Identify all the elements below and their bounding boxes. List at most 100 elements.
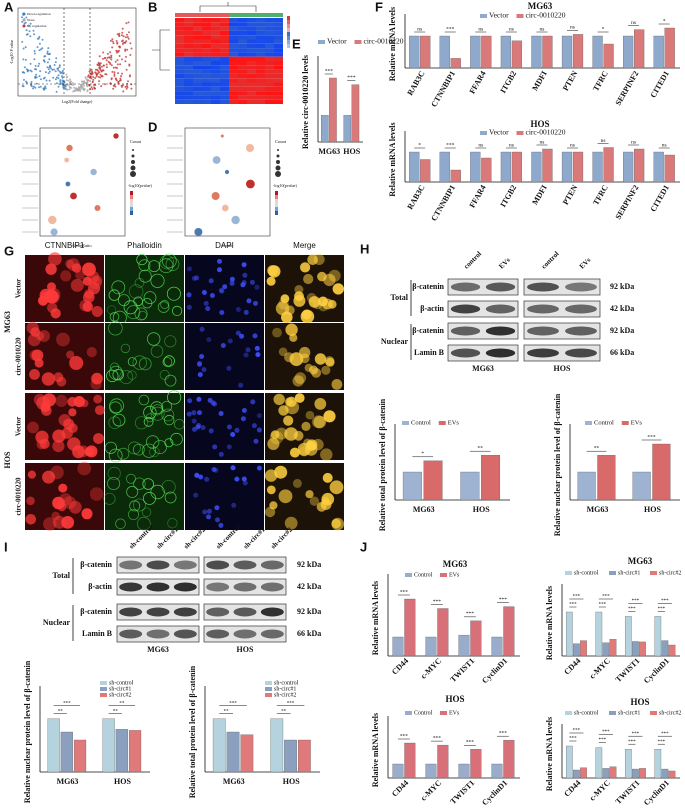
- heatmap-cell: [211, 35, 220, 40]
- legend-swatch: [650, 711, 657, 715]
- volcano-point: [86, 78, 89, 81]
- y-axis-label: Relative mRNA levels: [371, 581, 380, 655]
- significance-label: *: [663, 18, 666, 24]
- legend-swatch: [516, 131, 524, 135]
- cell: [136, 254, 148, 266]
- significance-label: ***: [287, 701, 295, 706]
- heatmap-cell: [229, 78, 238, 83]
- cell: [220, 343, 226, 348]
- heatmap-cell: [202, 65, 211, 70]
- blot-band: [565, 326, 597, 336]
- cell: [219, 288, 225, 294]
- cell: [328, 269, 341, 282]
- blot-band: [206, 607, 230, 617]
- legend-swatch: [650, 571, 657, 575]
- cell: [163, 355, 175, 367]
- heatmap-cell: [229, 43, 238, 49]
- volcano-point: [121, 31, 124, 34]
- bar: [561, 35, 573, 69]
- heatmap-scale: [287, 36, 290, 40]
- legend-swatch: [585, 421, 592, 425]
- blot-band: [260, 582, 284, 592]
- heatmap-cell: [175, 26, 184, 31]
- cell: [172, 305, 183, 316]
- heatmap-cell: [256, 52, 265, 57]
- micrograph: [185, 323, 264, 390]
- cell: [52, 496, 65, 510]
- volcano-point: [102, 51, 105, 54]
- volcano-point: [24, 46, 27, 49]
- x-tick-label: HOS: [644, 505, 661, 514]
- cell: [186, 411, 192, 417]
- bar: [420, 159, 431, 183]
- heatmap-cell: [238, 91, 247, 96]
- heatmap-cell: [175, 61, 184, 66]
- bar: [632, 471, 651, 501]
- legend-label: Vector: [489, 11, 509, 20]
- cell: [165, 257, 180, 272]
- cell: [39, 438, 50, 449]
- significance-label: ***: [569, 737, 577, 742]
- cell: [199, 326, 205, 332]
- volcano-point: [111, 70, 114, 73]
- heatmap-cell: [247, 99, 256, 104]
- cell: [239, 333, 245, 339]
- heatmap-cell: [211, 99, 220, 104]
- bar: [597, 455, 616, 501]
- heatmap-cell: [229, 52, 238, 57]
- size-label: 92 kDa: [610, 326, 634, 335]
- y-axis-label: Relative circ-0010220 levels: [301, 55, 310, 149]
- cell: [217, 258, 222, 264]
- cell: [294, 372, 307, 384]
- heatmap-cell: [229, 95, 238, 100]
- significance-label: ***: [573, 595, 581, 600]
- x-tick-label: CD44: [390, 656, 410, 676]
- cell: [275, 427, 288, 440]
- heatmap-cell: [238, 86, 247, 92]
- cell: [218, 411, 224, 416]
- heatmap-cell: [202, 73, 211, 79]
- protein-label: β-actin: [88, 582, 112, 591]
- cell: [159, 369, 170, 380]
- blot-band: [527, 326, 559, 336]
- volcano-point: [125, 55, 127, 58]
- cell: [68, 408, 77, 417]
- heatmap-group: [229, 13, 283, 17]
- significance-label: ns: [540, 139, 545, 145]
- legend-label: sh-control: [109, 680, 134, 686]
- cell: [48, 291, 60, 304]
- blot-band: [485, 282, 516, 292]
- cell: [167, 390, 182, 405]
- size-legend-dot: [131, 154, 135, 158]
- bar: [603, 147, 614, 183]
- cell: [27, 421, 39, 434]
- heatmap-cell: [265, 78, 274, 83]
- blot-band: [527, 282, 559, 292]
- volcano-point: [41, 38, 44, 41]
- cell: [212, 444, 218, 450]
- volcano-frame: [17, 7, 137, 97]
- cell: [311, 415, 325, 429]
- volcano-point: [23, 71, 26, 74]
- heatmap-cell: [193, 30, 202, 36]
- volcano-point: [130, 87, 133, 90]
- bar: [565, 611, 573, 657]
- cell: [194, 275, 200, 281]
- volcano-point: [23, 66, 26, 69]
- bar: [458, 763, 470, 779]
- volcano-point: [56, 67, 59, 70]
- cell: [79, 299, 92, 312]
- y-axis-label: Relative total protein level of β-cateni…: [188, 665, 197, 798]
- cell: [314, 353, 327, 365]
- blot-band: [146, 629, 170, 639]
- heatmap-cell: [175, 99, 184, 104]
- legend-label: circ-0010220: [526, 128, 566, 137]
- legend-label: Control: [414, 710, 433, 716]
- bar: [632, 768, 639, 779]
- bar: [580, 767, 587, 779]
- dot: [90, 168, 97, 176]
- significance-label: ***: [661, 599, 669, 604]
- cell: [324, 356, 335, 366]
- legend-swatch: [265, 687, 272, 691]
- significance-label: ***: [599, 738, 607, 743]
